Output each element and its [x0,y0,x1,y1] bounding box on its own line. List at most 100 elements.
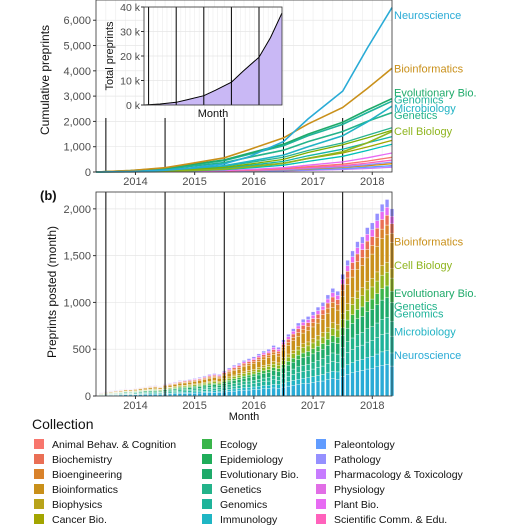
bar-segment-cell-biology [296,350,300,355]
bar-segment-genomics [188,391,192,393]
bar-segment-ecology [291,358,295,362]
bar-segment-evolutionary-bio- [272,371,276,376]
direct-label-genomics: Genomics [394,309,444,321]
bar-segment-neuroscience [217,393,221,396]
bar-segment-microbiology [316,376,320,382]
direct-label-cell-biology: Cell Biology [394,126,453,138]
bar-segment-bioinformatics [247,365,251,370]
legend-swatch [316,484,326,494]
bar-segment-plant-bio- [291,331,295,334]
bar-segment-plant-bio- [365,234,369,241]
y-tick-label: 5,000 [63,41,91,53]
bar-segment-biochemistry [365,241,369,249]
bar-segment-genetics [351,338,355,350]
bar-segment-pathology [242,360,246,361]
bar-segment-bioinformatics [148,388,152,389]
bar-segment-biochemistry [267,353,271,355]
bar-segment-bioengineering [301,329,305,333]
bar-segment-genomics [267,381,271,385]
bar-segment-microbiology [198,392,202,393]
bar-segment-bioinformatics [153,387,157,389]
bar-segment-biophysics [380,266,384,276]
bar-segment-ecology [336,337,340,343]
bar-segment-bioinformatics [331,308,335,323]
bar-segment-biochemistry [331,297,335,302]
bar-segment-pathology [217,374,221,375]
bar-segment-biochemistry [351,263,355,270]
bar-segment-microbiology [277,385,281,388]
bar-segment-bioinformatics [193,381,197,383]
bar-segment-pathology [321,302,325,306]
bar-segment-plant-bio- [361,243,365,249]
bar-segment-neuroscience [291,385,295,396]
bar-segment-pathology [361,237,365,243]
bar-segment-bioinformatics [232,371,236,375]
bar-segment-bioengineering [361,258,365,266]
bar-segment-genetics [262,378,266,382]
bar-segment-bioinformatics [257,361,261,367]
bar-segment-bioengineering [370,245,374,254]
bar-segment-bioinformatics [380,239,384,266]
bar-segment-neuroscience [247,390,251,396]
bar-segment-microbiology [213,391,217,393]
bar-segment-genetics [385,317,389,333]
bar-segment-genetics [291,369,295,374]
legend-item-label: Bioengineering [52,469,122,481]
bar-segment-genetics [242,382,246,385]
bar-segment-plant-bio- [370,230,374,237]
bar-segment-plant-bio- [385,207,389,215]
bar-segment-plant-bio- [287,337,291,339]
legend-swatch [316,514,326,524]
bar-segment-pathology [356,242,360,248]
bar-segment-evolutionary-bio- [291,362,295,369]
bar-segment-biochemistry [301,325,305,329]
bar-segment-biochemistry [346,271,350,278]
bar-segment-evolutionary-bio- [168,389,172,390]
bar-segment-pathology [232,365,236,366]
x-tick-label: 2016 [242,176,266,188]
bar-segment-bioengineering [262,357,266,359]
bar-segment-genomics [356,347,360,361]
legend-item: Cancer Bio. [34,513,107,528]
bar-segment-ecology [311,349,315,354]
legend-swatch [202,439,212,449]
legend-item: Pharmacology & Toxicology [316,468,463,483]
bar-segment-microbiology [237,388,241,390]
bar-segment-evolutionary-bio- [173,389,177,390]
bar-segment-evolutionary-bio- [193,387,197,389]
bar-segment-bioengineering [296,333,300,337]
legend-item-label: Pharmacology & Toxicology [334,469,463,481]
bar-segment-neuroscience [306,383,310,396]
bar-segment-cell-biology [380,275,384,288]
bar-segment-biophysics [227,377,231,378]
bar-segment-genomics [287,376,291,382]
bar-segment-microbiology [380,352,384,365]
bar-segment-evolutionary-bio- [321,349,325,358]
bar-segment-biophysics [301,344,305,348]
bar-segment-ecology [316,346,320,351]
legend-swatch [202,469,212,479]
bar-segment-pathology [365,228,369,235]
bar-segment-neuroscience [267,389,271,396]
bar-segment-genetics [296,367,300,373]
legend-item-label: Cancer Bio. [52,514,107,526]
legend-item: Immunology [202,513,277,528]
bar-segment-genetics [203,388,207,390]
bar-segment-genetics [380,319,384,334]
legend-item: Biophysics [34,498,102,513]
bar-segment-evolutionary-bio- [365,312,369,329]
bar-segment-bioinformatics [277,356,281,363]
bar-segment-biophysics [361,288,365,296]
bar-segment-biochemistry [262,355,266,357]
bar-segment-evolutionary-bio- [311,354,315,362]
legend-swatch [34,499,44,509]
bar-segment-ecology [242,376,246,378]
bar-segment-bioinformatics [267,358,271,365]
bar-segment-ecology [351,315,355,324]
bar-segment-genomics [208,389,212,391]
bar-segment-ecology [257,372,261,375]
bar-segment-genomics [370,341,374,357]
bar-segment-genomics [193,390,197,392]
bar-segment-neuroscience [326,380,330,396]
legend-item: Genomics [202,498,267,513]
